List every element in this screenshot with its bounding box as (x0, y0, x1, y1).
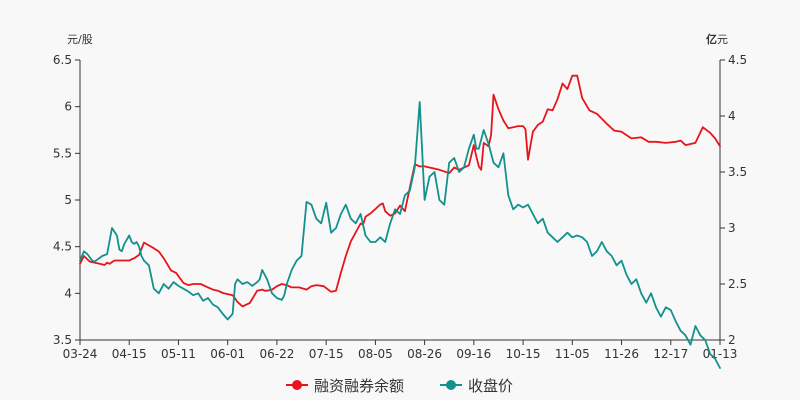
legend-dot-marker (446, 380, 456, 390)
x-tick-label: 01-13 (703, 347, 738, 361)
right-y-tick-label: 4 (728, 109, 736, 123)
x-tick-label: 10-15 (506, 347, 541, 361)
x-tick-label: 06-22 (259, 347, 294, 361)
x-tick-label: 09-16 (456, 347, 491, 361)
right-y-tick-label: 2.5 (728, 277, 747, 291)
left-y-tick-label: 4.5 (53, 240, 72, 254)
legend-item[interactable]: 融资融券余额 (286, 377, 404, 395)
series-line-close-price (79, 101, 721, 369)
x-tick-label: 05-11 (161, 347, 196, 361)
right-axis-unit-rest: 元 (717, 33, 728, 46)
series-layer (79, 74, 721, 369)
x-tick-label: 04-15 (112, 347, 147, 361)
right-y-tick-label: 3.5 (728, 165, 747, 179)
left-y-tick-label: 4 (64, 286, 72, 300)
x-tick-label: 11-26 (604, 347, 639, 361)
right-y-tick-label: 3 (728, 221, 736, 235)
left-y-tick-label: 5.5 (53, 146, 72, 160)
right-y-tick-label: 2 (728, 333, 736, 347)
left-y-tick-label: 3.5 (53, 333, 72, 347)
right-axis-unit: 亿元 (706, 32, 728, 46)
axis-unit-labels: 元/股 亿元 (67, 32, 728, 46)
x-tick-label: 03-24 (63, 347, 98, 361)
left-axis-unit: 元/股 (67, 33, 93, 46)
right-axis-unit-bold: 亿 (706, 32, 717, 46)
legend-dot-marker (292, 380, 302, 390)
x-tick-label: 07-15 (309, 347, 344, 361)
legend-label: 融资融券余额 (314, 377, 404, 395)
x-tick-label: 12-17 (653, 347, 688, 361)
left-y-tick-label: 6 (64, 100, 72, 114)
x-tick-label: 11-05 (555, 347, 590, 361)
legend: 融资融券余额 收盘价 (286, 377, 513, 395)
left-y-tick-label: 6.5 (53, 53, 72, 67)
axes: 3.5 4 4.5 5 5.5 6 6.5 2 2.5 3 3.5 4 4.5 03-24 04-15 05-… (53, 53, 747, 361)
right-y-tick-label: 4.5 (728, 53, 747, 67)
legend-item[interactable]: 收盘价 (440, 377, 513, 395)
x-tick-label: 08-26 (407, 347, 442, 361)
series-line-margin-balance (79, 74, 721, 308)
x-tick-label: 08-05 (358, 347, 393, 361)
left-y-tick-label: 5 (64, 193, 72, 207)
x-tick-label: 06-01 (210, 347, 245, 361)
legend-label: 收盘价 (468, 377, 513, 395)
